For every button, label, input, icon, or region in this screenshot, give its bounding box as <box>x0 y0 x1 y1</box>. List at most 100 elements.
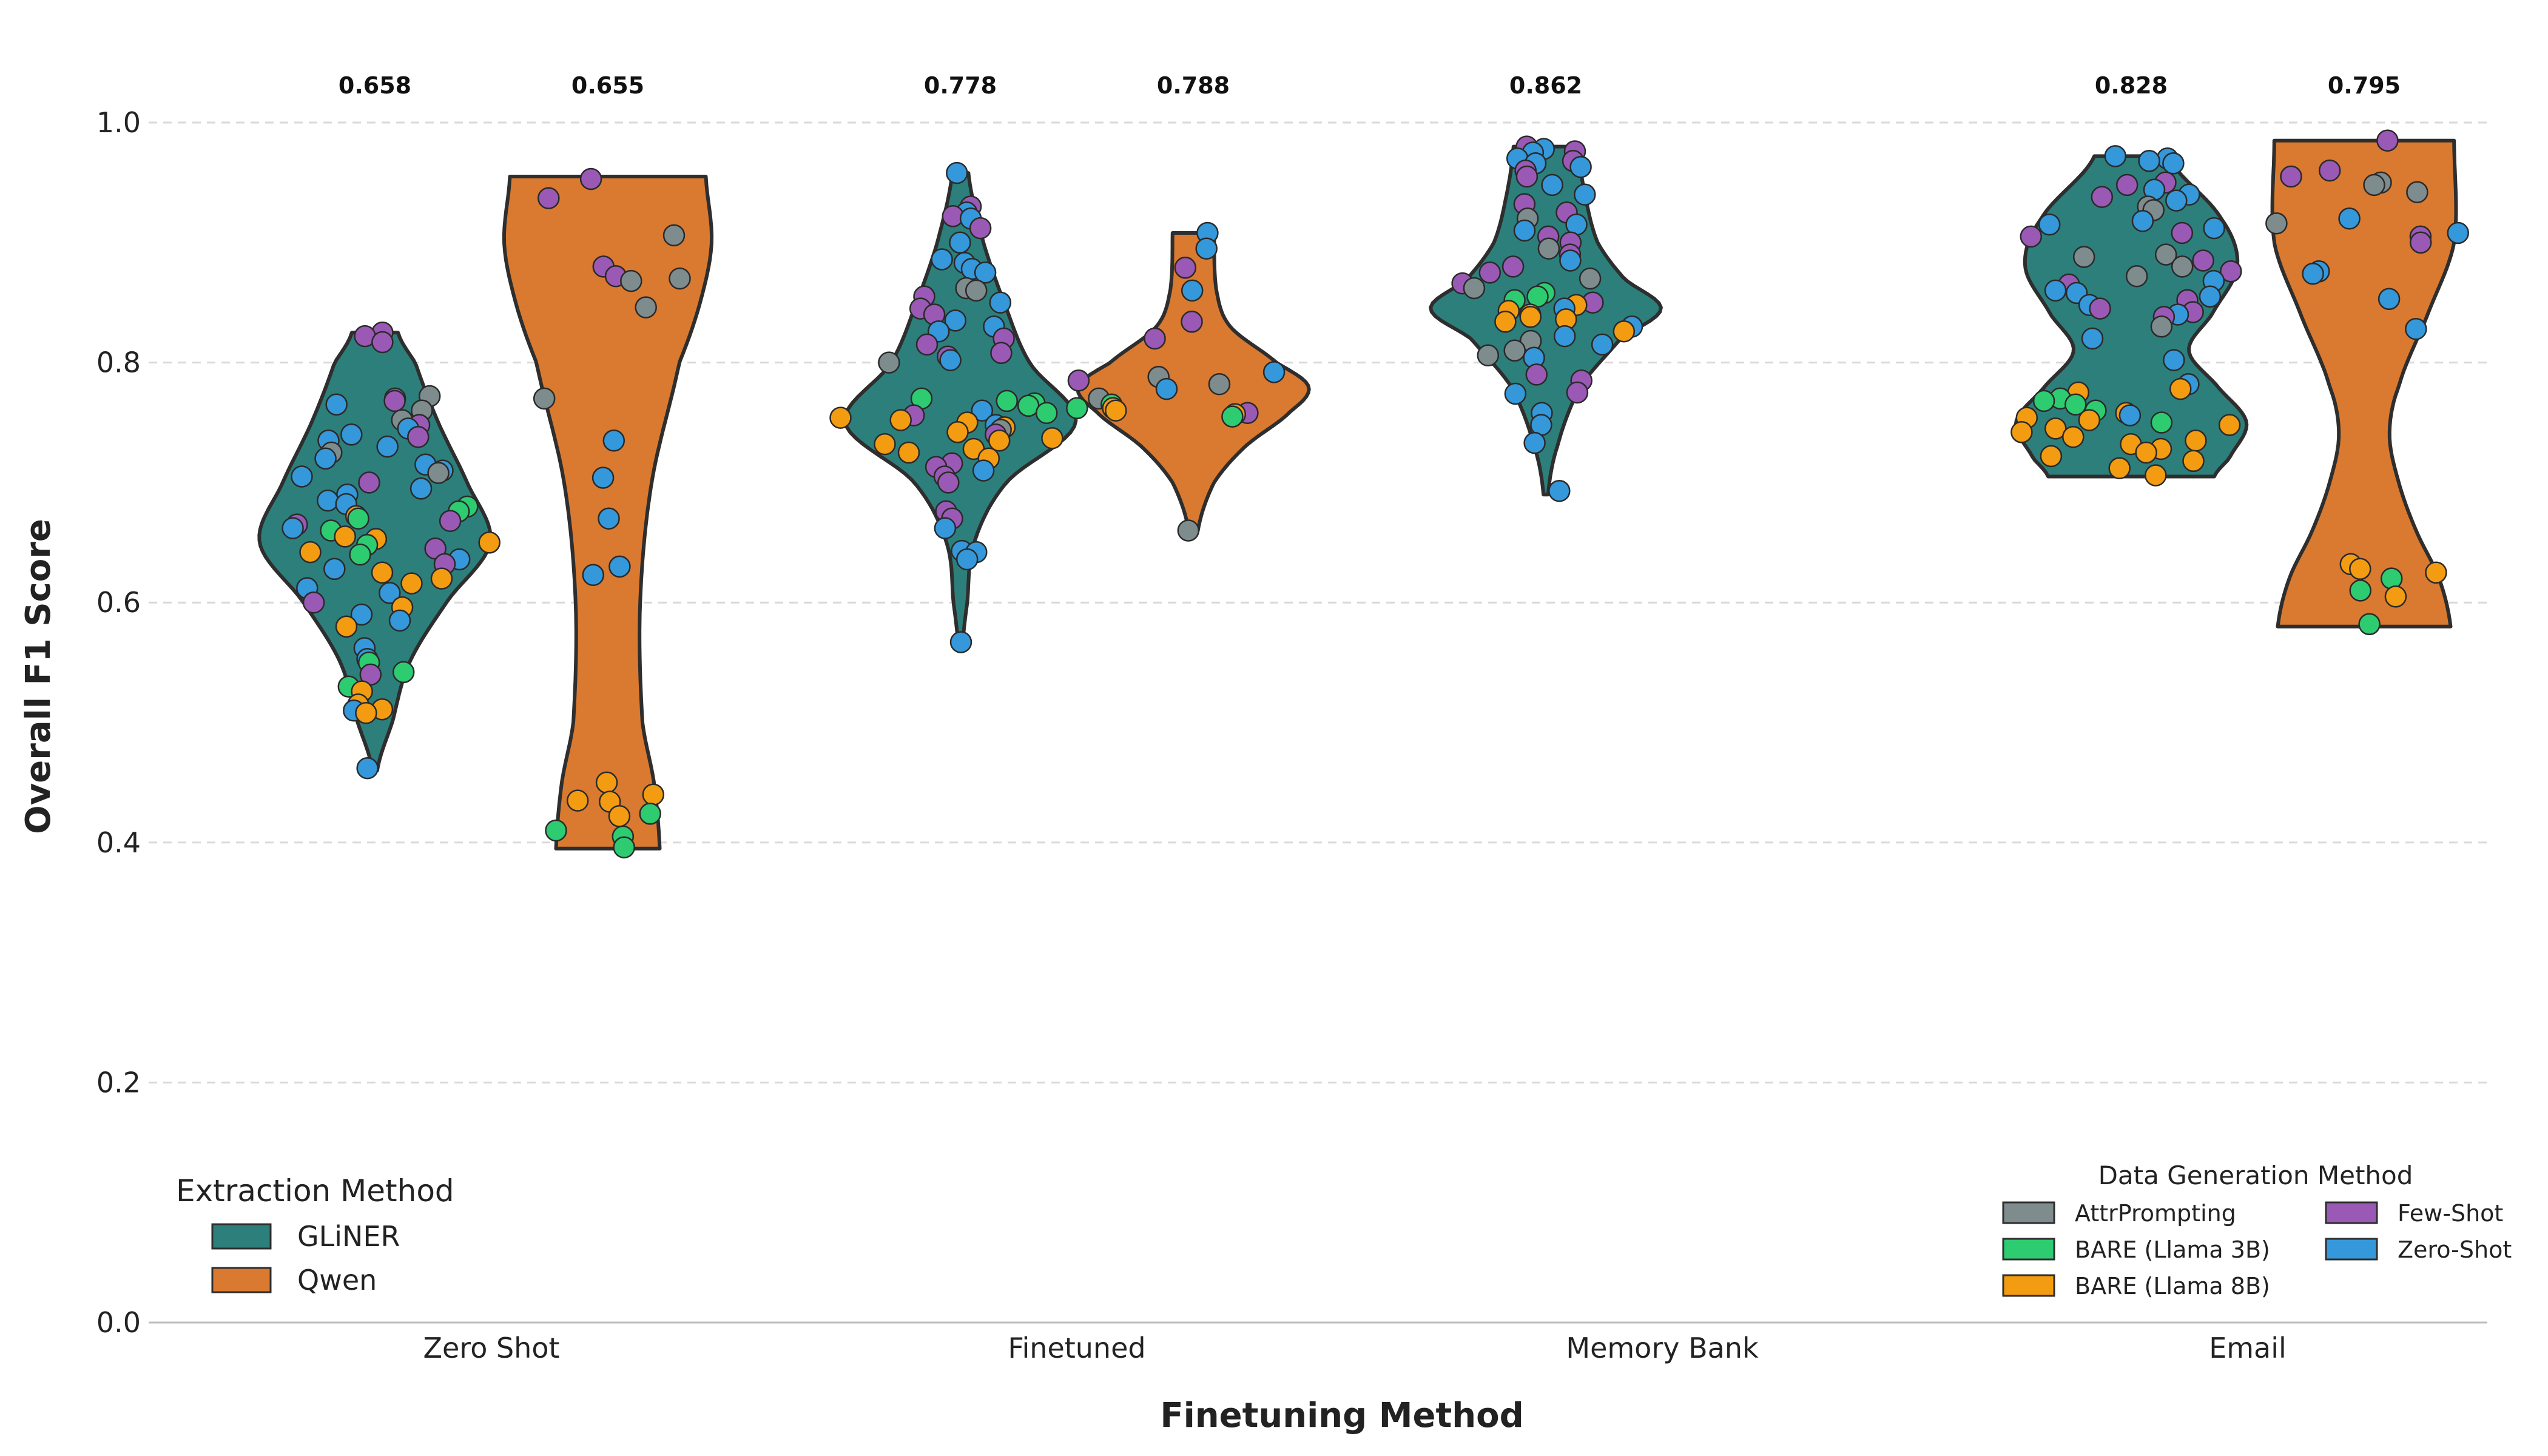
legend-label: AttrPrompting <box>2075 1200 2236 1227</box>
legend-swatch-gliner <box>211 1223 272 1250</box>
data-point <box>538 187 560 209</box>
data-point <box>371 561 394 584</box>
data-point <box>1574 183 1596 206</box>
data-point <box>2318 159 2341 182</box>
data-point <box>2072 246 2095 268</box>
data-point <box>897 441 920 464</box>
data-point <box>1477 344 1500 366</box>
data-point <box>937 471 960 494</box>
legend-label: Zero-Shot <box>2398 1236 2512 1263</box>
y-tick-label: 1.0 <box>96 106 141 139</box>
data-point <box>388 609 411 632</box>
data-point <box>533 387 556 410</box>
data-point <box>642 783 665 806</box>
y-tick-label: 0.8 <box>96 346 141 379</box>
data-point <box>2138 150 2160 172</box>
data-point <box>1478 261 1502 284</box>
data-point <box>2425 561 2447 584</box>
data-point <box>2154 243 2177 266</box>
data-point <box>972 459 995 482</box>
y-tick-label: 0.2 <box>96 1066 141 1099</box>
data-point <box>2363 174 2385 197</box>
data-point <box>669 267 691 290</box>
data-point <box>2280 165 2302 188</box>
generation-legend-title: Data Generation Method <box>2098 1161 2413 1190</box>
data-point <box>2447 221 2469 244</box>
data-point <box>635 296 657 318</box>
data-point <box>1041 426 1063 450</box>
data-point <box>582 564 605 586</box>
data-point <box>355 701 377 724</box>
data-point <box>1515 165 1539 188</box>
data-point <box>2078 409 2101 431</box>
data-point <box>989 291 1012 314</box>
data-point <box>1504 382 1527 405</box>
data-point <box>314 447 337 470</box>
legend-label: Qwen <box>297 1264 377 1296</box>
violins <box>257 138 2458 851</box>
data-point <box>2040 445 2063 468</box>
data-point <box>356 757 379 780</box>
y-tick-label: 0.6 <box>96 586 141 619</box>
data-point <box>358 471 380 494</box>
data-point <box>608 555 631 578</box>
data-point <box>874 433 896 456</box>
data-point <box>2118 404 2142 426</box>
data-point <box>2108 457 2131 479</box>
data-point <box>2302 262 2324 285</box>
extraction-method-legend: Extraction Method GLiNER Qwen <box>176 1173 454 1296</box>
data-point <box>915 333 939 356</box>
data-point <box>2171 255 2194 278</box>
data-point <box>2125 265 2148 288</box>
data-point <box>602 429 625 452</box>
data-point <box>325 393 348 416</box>
data-point <box>969 217 992 240</box>
data-point <box>392 661 415 684</box>
data-point <box>996 389 1018 413</box>
data-point <box>1463 277 1486 300</box>
x-tick-labels: Zero Shot Finetuned Memory Bank Email <box>423 1332 2286 1364</box>
violin-qwen <box>1076 231 1311 533</box>
x-tick-label: Finetuned <box>1008 1332 1145 1364</box>
data-point <box>2358 613 2381 636</box>
data-point <box>2338 207 2361 230</box>
mean-label: 0.778 <box>924 72 997 99</box>
data-point <box>281 517 304 539</box>
data-point <box>323 558 346 581</box>
data-point <box>317 489 339 512</box>
data-point <box>302 591 325 614</box>
data-point <box>1067 369 1090 392</box>
data-point <box>2171 221 2194 244</box>
data-point <box>878 351 900 374</box>
data-point <box>2089 297 2111 320</box>
data-point <box>478 531 500 554</box>
x-axis-title: Finetuning Method <box>1160 1396 1523 1435</box>
data-point <box>1066 397 1088 420</box>
data-point <box>1537 237 1560 260</box>
data-generation-legend: Data Generation Method AttrPrompting BARE… <box>2002 1161 2512 1299</box>
mean-label: 0.828 <box>2095 72 2168 99</box>
data-point <box>347 507 369 530</box>
data-point <box>407 425 430 448</box>
data-point <box>1569 155 1592 178</box>
data-point <box>1525 363 1548 386</box>
legend-swatch-qwen <box>211 1267 272 1293</box>
data-point <box>2349 558 2371 581</box>
data-point <box>944 309 967 332</box>
data-point <box>608 805 631 827</box>
data-point <box>2165 189 2188 212</box>
data-point <box>1541 174 1563 197</box>
data-point <box>1181 279 1204 302</box>
data-point <box>1591 333 1614 356</box>
data-point <box>439 510 462 532</box>
data-point <box>2044 279 2067 302</box>
y-tick-label: 0.4 <box>96 826 141 859</box>
data-point <box>939 349 962 371</box>
mean-label: 0.658 <box>339 72 411 99</box>
mean-labels: 0.658 0.655 0.778 0.788 0.862 0.828 0.795 <box>339 72 2401 99</box>
data-point <box>2163 349 2185 371</box>
data-point <box>2218 414 2241 436</box>
data-point <box>2010 421 2033 443</box>
data-point <box>2185 429 2207 452</box>
violin-qwen <box>2270 138 2458 629</box>
